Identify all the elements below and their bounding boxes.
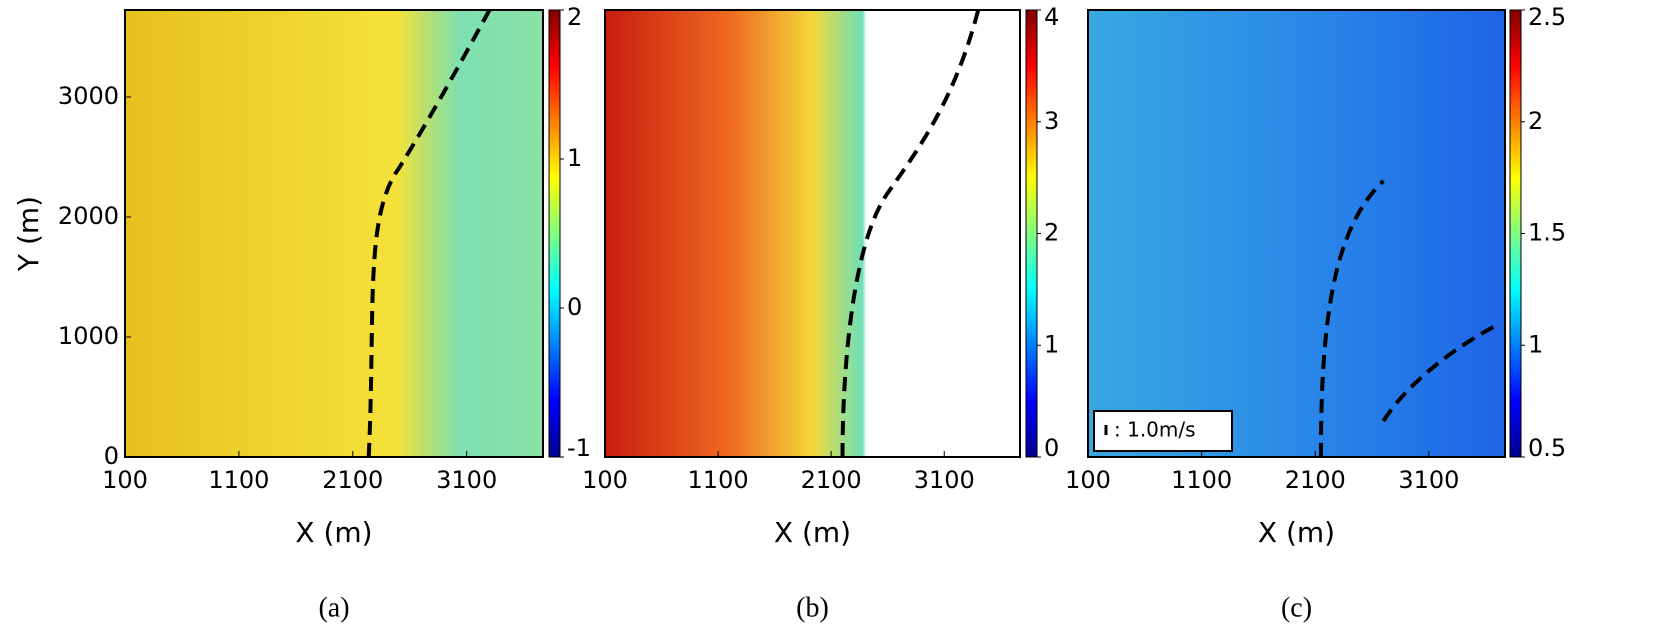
colorbar-tick-label: 0: [567, 293, 582, 321]
x-axis-label: X (m): [774, 516, 851, 549]
colorbar-tick-label: 1: [1044, 330, 1059, 358]
colorbar-tick-label: 0: [1044, 434, 1059, 462]
x-tick-label: 3100: [436, 466, 497, 494]
channel-outline: [1318, 179, 1498, 458]
plot-frame: [124, 9, 544, 458]
x-tick-label: 3100: [1398, 466, 1459, 494]
panel-caption: (a): [318, 592, 349, 623]
channel-outline: [366, 9, 492, 458]
panel-caption: (b): [796, 592, 829, 623]
colorbar-tick-label: 4: [1044, 3, 1059, 31]
annotation: : 1.0m/s: [1114, 418, 1196, 442]
colorbar: [1025, 9, 1038, 458]
x-tick-label: 2100: [322, 466, 383, 494]
x-tick-label: 1100: [208, 466, 269, 494]
colorbar-tick-label: 2: [1528, 107, 1543, 135]
colorbar-tick-label: 3: [1044, 107, 1059, 135]
x-tick-label: 100: [582, 466, 628, 494]
y-tick-label: 3000: [58, 82, 119, 110]
y-tick-label: 1000: [58, 322, 119, 350]
x-tick-label: 100: [102, 466, 148, 494]
x-tick-label: 2100: [1285, 466, 1346, 494]
colorbar-tick-label: 0.5: [1528, 434, 1566, 462]
x-axis-label: X (m): [295, 516, 372, 549]
channel-outline: [840, 9, 981, 458]
y-tick-label: 0: [104, 442, 119, 470]
x-axis-label: X (m): [1258, 516, 1335, 549]
legend-box: [1093, 410, 1233, 452]
y-tick-label: 2000: [58, 202, 119, 230]
colorbar-tick-label: 1: [1528, 330, 1543, 358]
x-tick-label: 3100: [914, 466, 975, 494]
plot-frame: [604, 9, 1021, 458]
heatmap-field: [125, 10, 543, 457]
x-tick-label: 2100: [801, 466, 862, 494]
colorbar-tick-label: 2.5: [1528, 3, 1566, 31]
colorbar-tick-label: 1.5: [1528, 219, 1566, 247]
y-axis-label: Y (m): [12, 196, 45, 272]
panel-caption: (c): [1281, 592, 1312, 623]
colorbar-tick-label: -1: [567, 434, 591, 462]
colorbar: [548, 9, 561, 458]
colorbar: [1509, 9, 1522, 458]
x-tick-label: 1100: [1171, 466, 1232, 494]
colorbar-tick-label: 1: [567, 144, 582, 172]
heatmap-field: [1088, 10, 1505, 457]
colorbar-tick-label: 2: [567, 3, 582, 31]
x-tick-label: 100: [1065, 466, 1111, 494]
x-tick-label: 1100: [688, 466, 749, 494]
colorbar-tick-label: 2: [1044, 219, 1059, 247]
plot-frame: [1087, 9, 1506, 458]
